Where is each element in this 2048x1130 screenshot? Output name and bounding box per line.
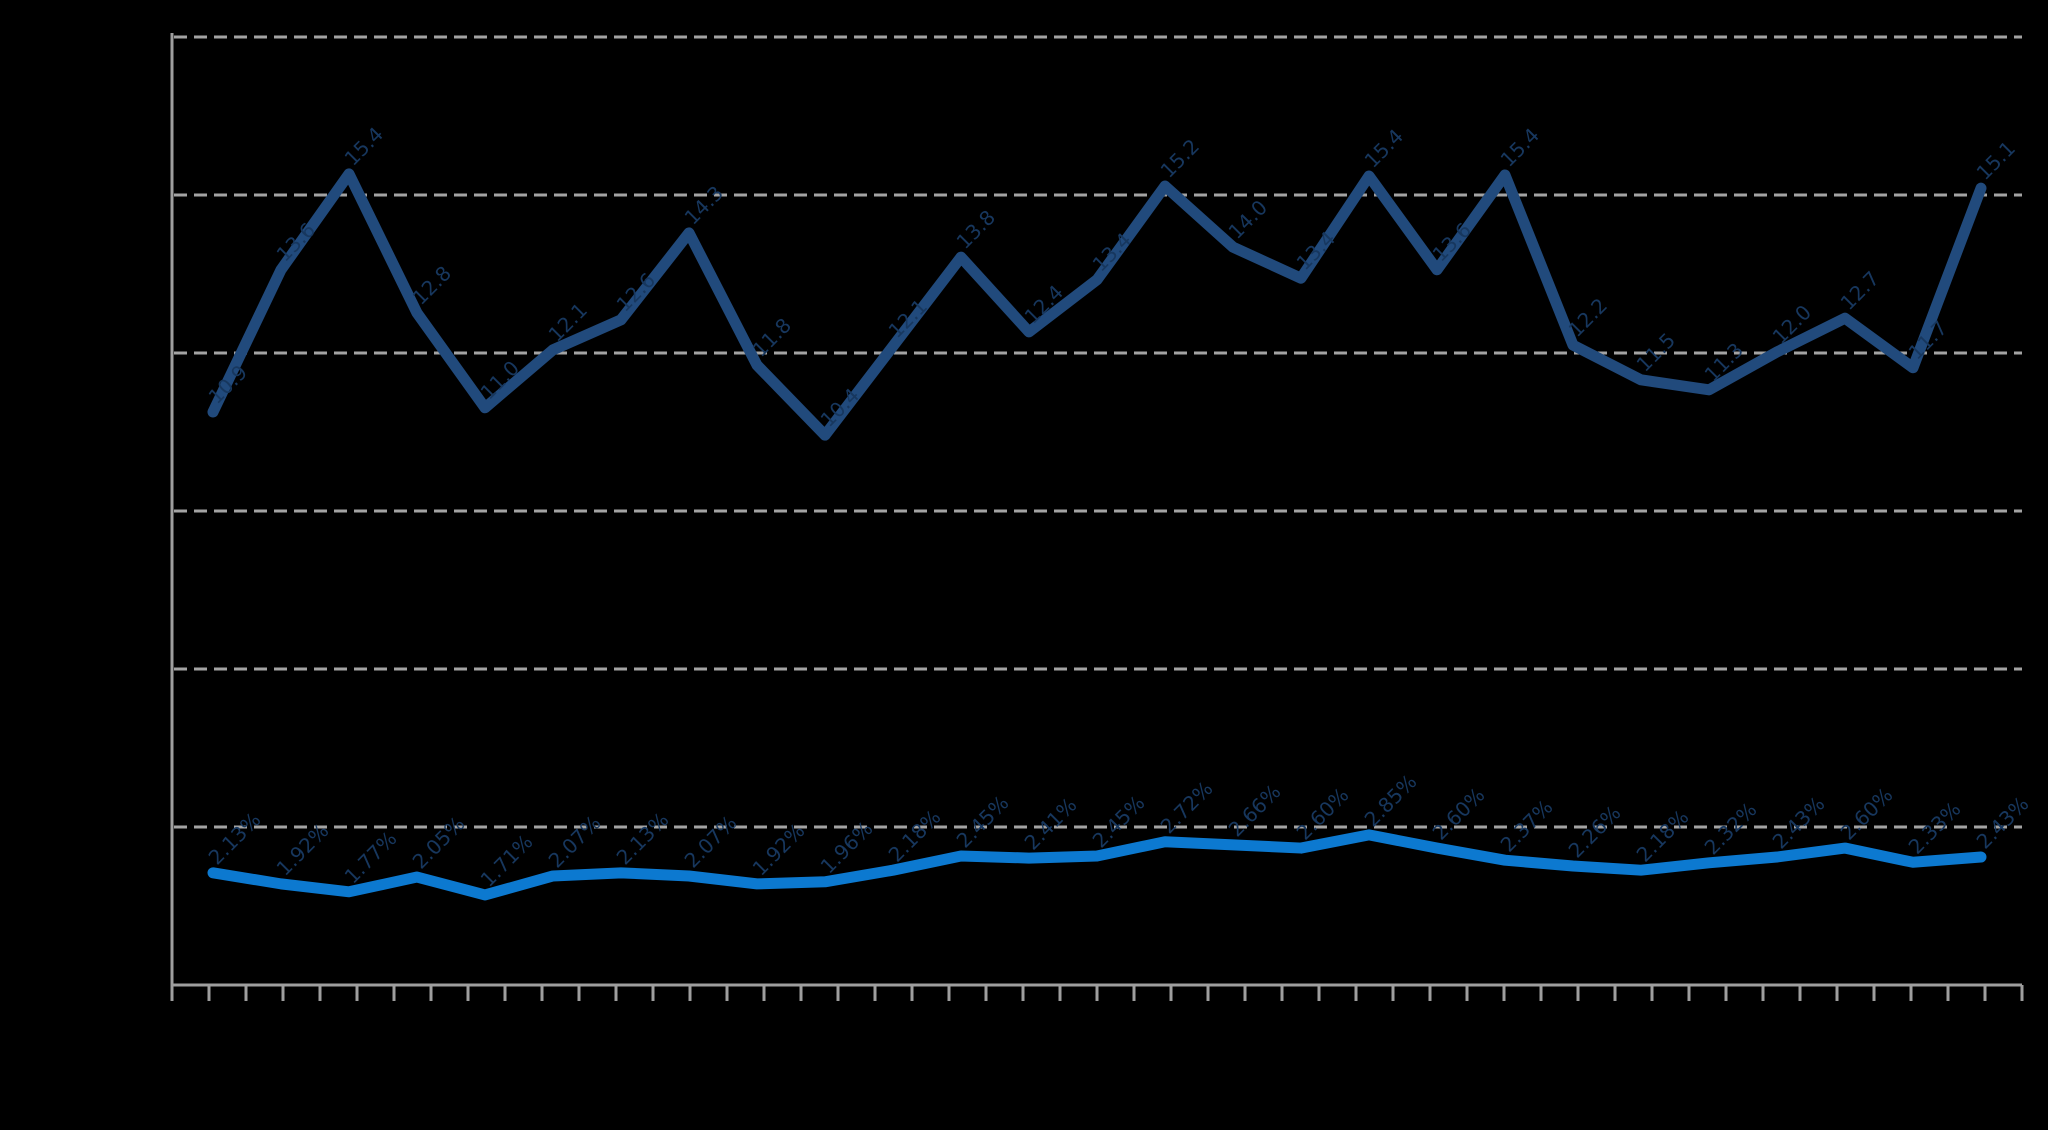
- upper-dark-blue-series-line: [207, 168, 1987, 441]
- lower-bright-blue-series-line: [207, 829, 1987, 901]
